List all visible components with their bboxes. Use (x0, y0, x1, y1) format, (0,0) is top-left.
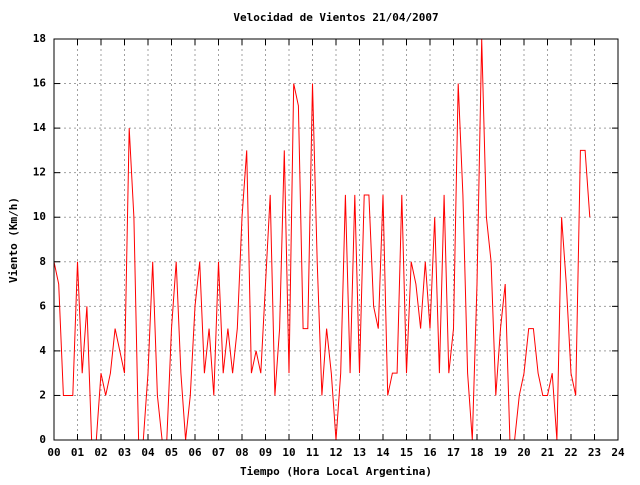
y-tick-label: 0 (39, 433, 46, 446)
y-tick-label: 18 (33, 32, 46, 45)
x-tick-label: 23 (588, 446, 601, 459)
y-tick-label: 4 (39, 344, 46, 357)
y-tick-label: 14 (33, 121, 47, 134)
x-tick-label: 14 (376, 446, 390, 459)
y-tick-label: 6 (39, 299, 46, 312)
y-tick-label: 10 (33, 210, 46, 223)
x-tick-label: 06 (188, 446, 202, 459)
x-tick-label: 10 (282, 446, 295, 459)
y-axis-label: Viento (Km/h) (7, 197, 20, 283)
y-tick-label: 2 (39, 388, 46, 401)
x-tick-label: 11 (306, 446, 320, 459)
x-tick-label: 24 (611, 446, 625, 459)
x-tick-label: 16 (423, 446, 437, 459)
x-tick-label: 01 (71, 446, 85, 459)
x-tick-label: 03 (118, 446, 131, 459)
y-tick-label: 8 (39, 255, 46, 268)
x-tick-label: 21 (541, 446, 555, 459)
x-tick-label: 12 (329, 446, 342, 459)
chart-title: Velocidad de Vientos 21/04/2007 (233, 11, 438, 24)
x-tick-label: 20 (517, 446, 530, 459)
y-tick-label: 16 (33, 77, 47, 90)
x-tick-label: 17 (447, 446, 460, 459)
x-tick-label: 19 (494, 446, 507, 459)
plot-border (53, 38, 619, 441)
x-tick-label: 18 (470, 446, 483, 459)
x-tick-label: 05 (165, 446, 178, 459)
x-tick-label: 22 (564, 446, 577, 459)
x-tick-label: 02 (94, 446, 107, 459)
x-axis-label: Tiempo (Hora Local Argentina) (240, 465, 432, 478)
x-tick-label: 13 (353, 446, 366, 459)
x-tick-label: 07 (212, 446, 225, 459)
x-tick-label: 04 (141, 446, 155, 459)
y-tick-label: 12 (33, 166, 46, 179)
x-tick-label: 15 (400, 446, 413, 459)
x-tick-label: 08 (235, 446, 248, 459)
x-tick-label: 09 (259, 446, 272, 459)
x-tick-label: 00 (47, 446, 60, 459)
